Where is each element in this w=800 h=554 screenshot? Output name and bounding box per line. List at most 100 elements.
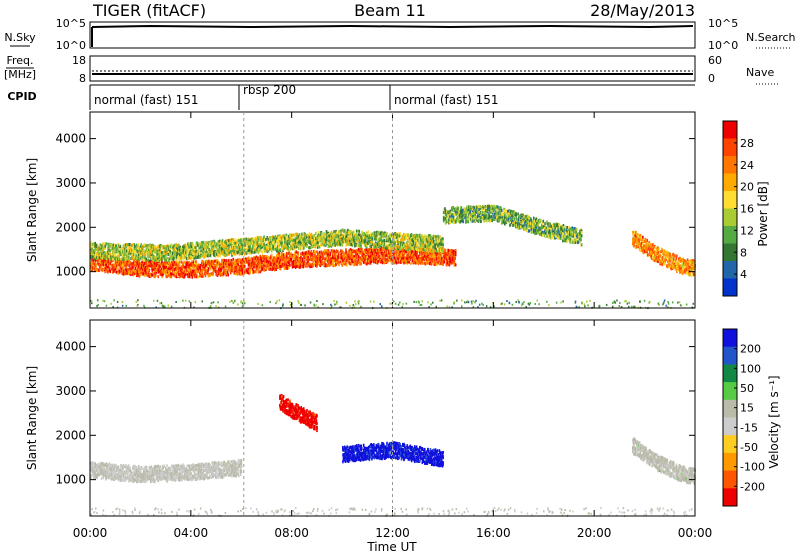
echo-cell [100, 256, 103, 260]
echo-cell [304, 264, 306, 268]
echo-cell [144, 273, 146, 277]
echo-cell [286, 263, 288, 267]
echo-cell [228, 251, 231, 255]
echo-cell [259, 254, 262, 258]
echo-cell [412, 257, 415, 261]
echo-cell [170, 305, 173, 308]
echo-cell [146, 252, 149, 256]
echo-cell [206, 246, 208, 250]
echo-cell [432, 301, 434, 304]
echo-cell [350, 252, 353, 256]
echo-cell [449, 260, 452, 264]
echo-cell [116, 301, 119, 303]
echo-cell [144, 253, 146, 257]
echo-cell [257, 262, 259, 266]
echo-cell [137, 247, 140, 251]
echo-cell [96, 305, 98, 308]
echo-cell [332, 255, 334, 259]
echo-cell [165, 245, 167, 249]
echo-cell [165, 271, 167, 274]
echo-cell [204, 264, 207, 268]
echo-cell [311, 252, 313, 256]
echo-cell [139, 268, 141, 272]
echo-cell [122, 258, 124, 262]
echo-cell [265, 248, 268, 252]
echo-cell [270, 258, 273, 262]
echo-cell [247, 267, 250, 271]
echo-cell [254, 243, 257, 247]
echo-cell [518, 300, 520, 303]
echo-cell [172, 266, 175, 270]
echo-cell [190, 256, 192, 260]
echo-cell [501, 302, 503, 305]
echo-cell [284, 253, 286, 257]
echo-cell [485, 305, 488, 308]
echo-cell [300, 303, 302, 306]
echo-cell [127, 253, 129, 257]
echo-cell [153, 271, 156, 275]
echo-cell [182, 256, 185, 260]
echo-cell [523, 301, 525, 304]
echo-cell [122, 263, 124, 267]
echo-cell [451, 249, 453, 252]
echo-cell [239, 265, 241, 268]
echo-cell [260, 239, 262, 243]
echo-cell [241, 302, 244, 305]
echo-cell [134, 255, 136, 259]
echo-cell [517, 299, 519, 302]
echo-cell [221, 247, 223, 251]
echo-cell [297, 251, 299, 255]
echo-cell [269, 236, 271, 240]
echo-cell [434, 263, 437, 266]
echo-cell [436, 252, 438, 256]
echo-cell [439, 261, 441, 265]
echo-cell [173, 268, 176, 272]
echo-cell [184, 299, 187, 302]
echo-cell [378, 251, 380, 255]
echo-cell [373, 252, 376, 256]
echo-cell [205, 241, 207, 245]
echo-cell [214, 259, 216, 263]
echo-cell [93, 249, 95, 252]
echo-cell [343, 252, 345, 256]
echo-cell [410, 254, 412, 258]
echo-cell [560, 301, 562, 304]
echo-cell [221, 261, 223, 265]
echo-cell [137, 271, 139, 275]
echo-cell [153, 261, 156, 265]
echo-cell [294, 235, 297, 239]
echo-cell [177, 274, 179, 278]
echo-cell [193, 265, 195, 269]
echo-cell [411, 256, 413, 260]
freq-left-tick-bottom: 8 [79, 72, 86, 85]
nsky-label: N.Sky [4, 31, 36, 44]
echo-cell [223, 245, 225, 249]
echo-cell [282, 253, 285, 257]
echo-cell [255, 260, 257, 264]
echo-cell [149, 249, 152, 252]
echo-cell [416, 252, 418, 256]
echo-cell [224, 247, 226, 251]
echo-cell [309, 301, 312, 304]
echo-cell [90, 299, 92, 302]
echo-cell [299, 237, 302, 241]
echo-cell [91, 257, 93, 261]
echo-cell [105, 268, 108, 272]
echo-cell [380, 252, 383, 255]
echo-cell [250, 241, 252, 245]
echo-cell [211, 260, 214, 263]
echo-cell [274, 247, 277, 251]
echo-cell [417, 300, 420, 303]
echo-cell [137, 249, 139, 253]
echo-cell [181, 255, 183, 259]
echo-cell [326, 252, 328, 255]
echo-cell [107, 244, 110, 248]
echo-cell [381, 261, 384, 265]
echo-cell [188, 273, 191, 276]
echo-cell [116, 249, 119, 253]
echo-cell [598, 306, 601, 309]
echo-cell [200, 263, 203, 267]
echo-cell [448, 254, 451, 258]
echo-cell [279, 265, 282, 268]
echo-cell [162, 305, 164, 308]
